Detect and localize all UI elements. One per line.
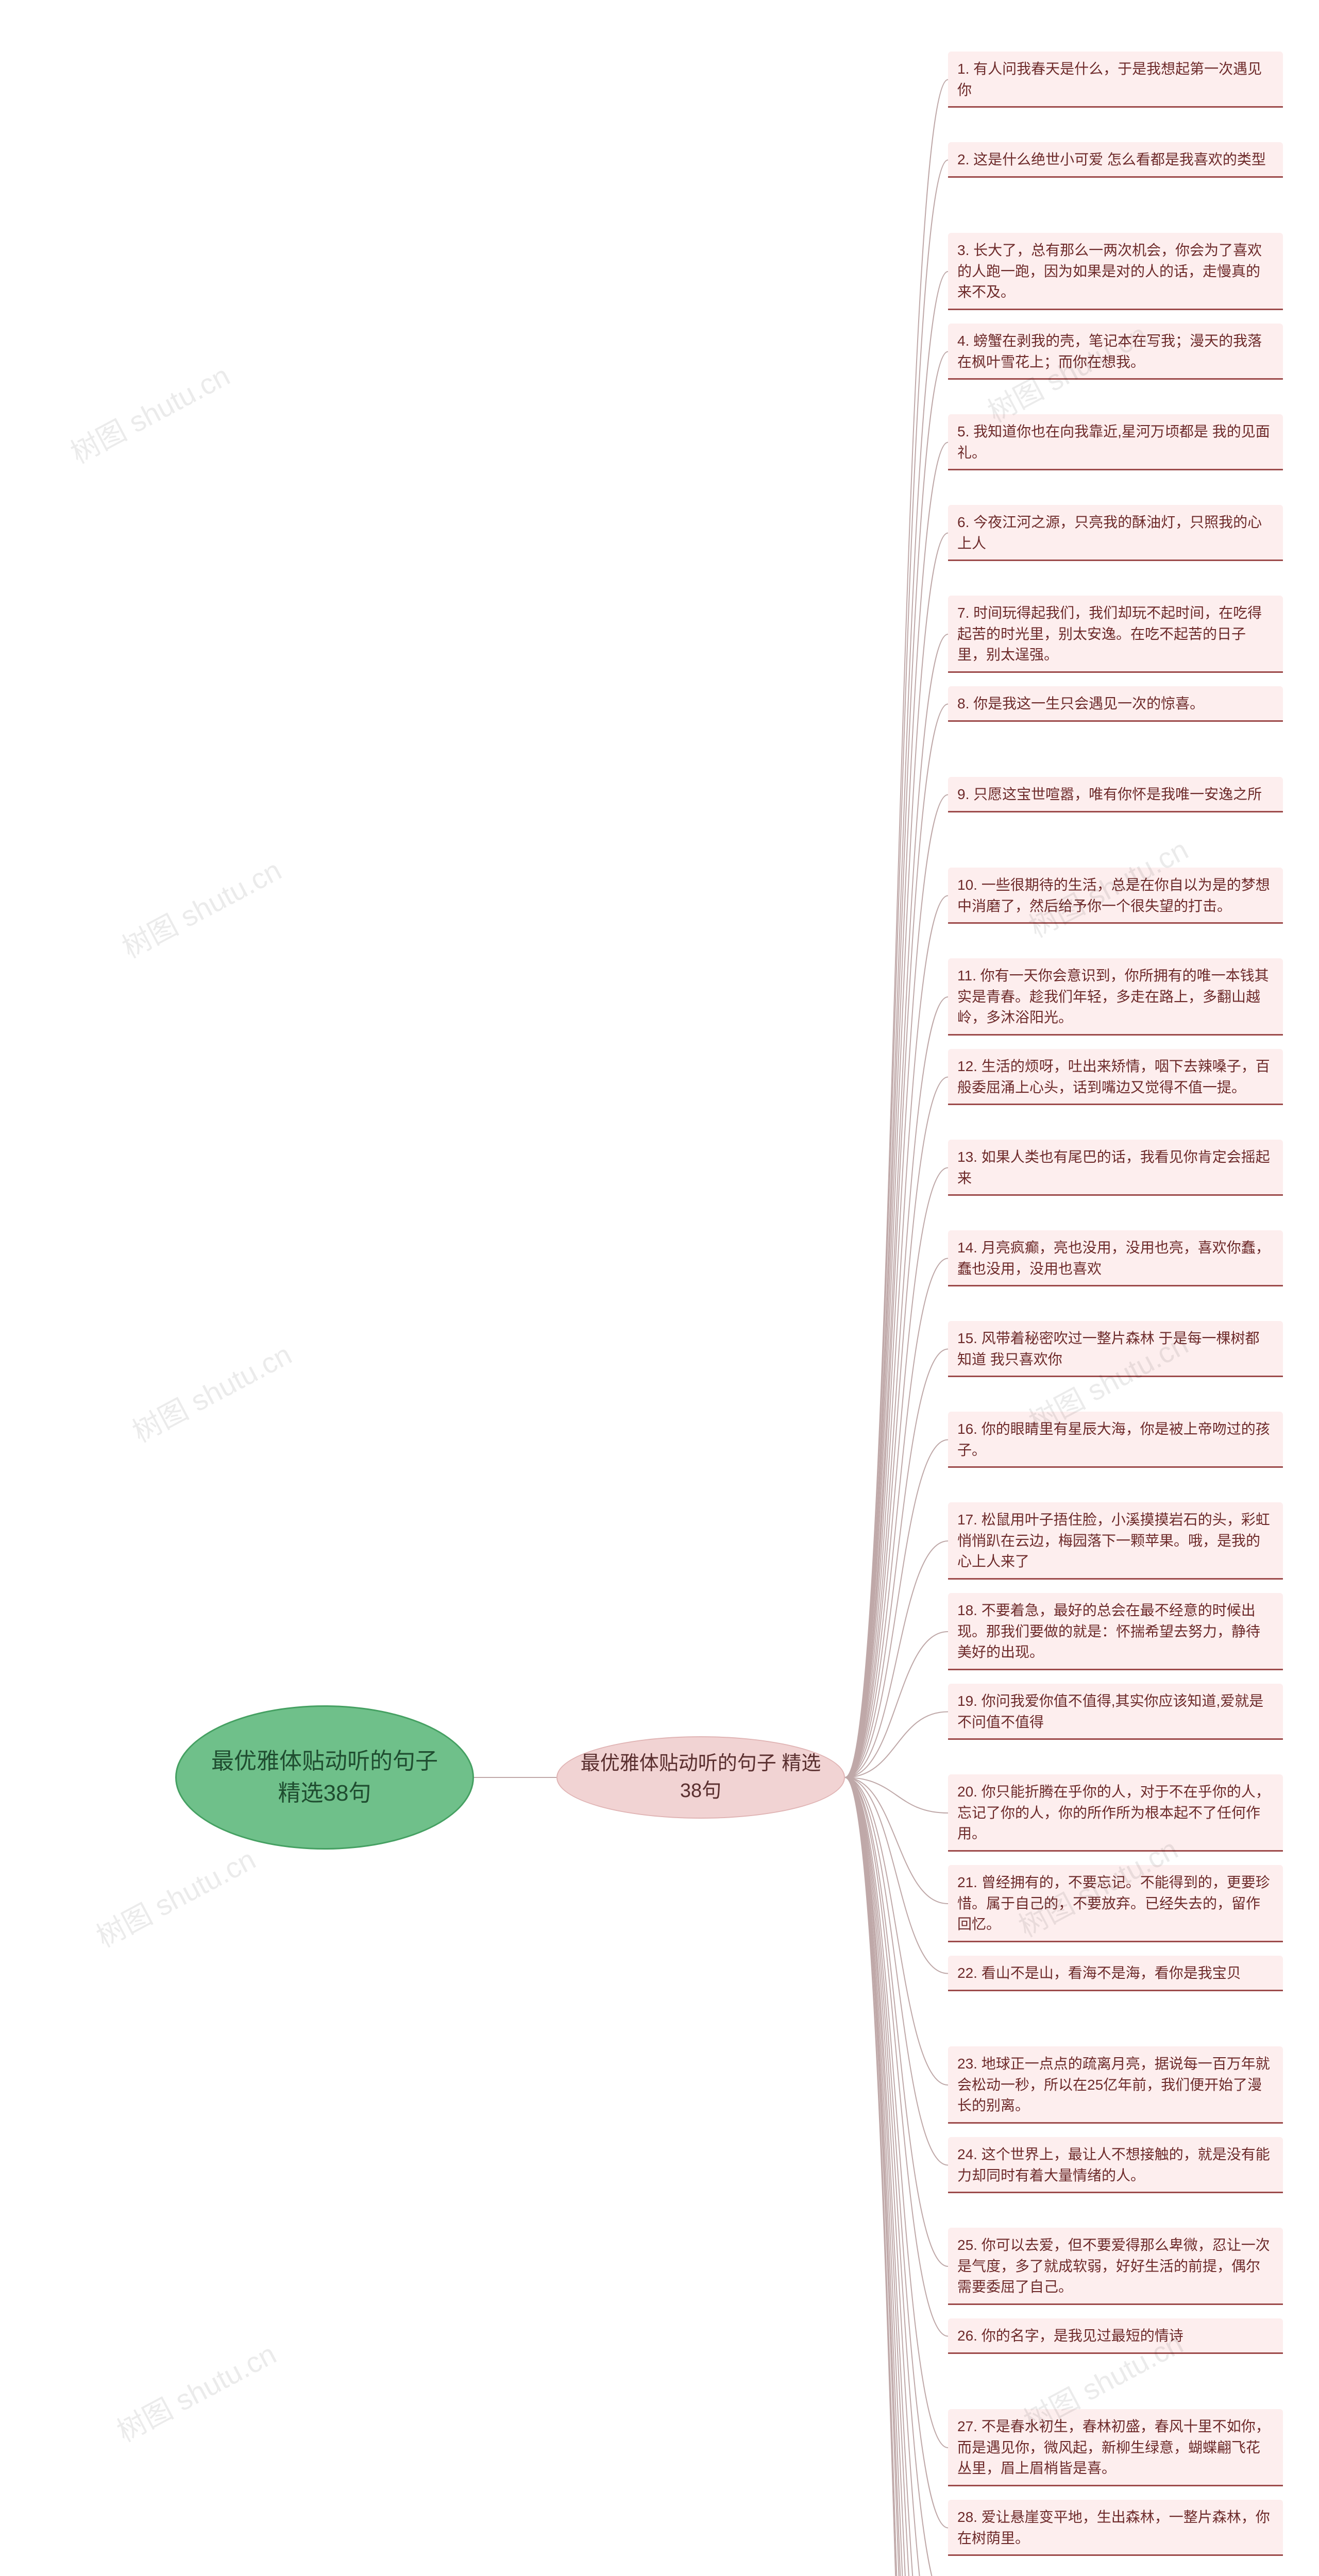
leaf-node[interactable]: 21. 曾经拥有的，不要忘记。不能得到的，更要珍惜。属于自己的，不要放弃。已经失… xyxy=(948,1865,1283,1942)
leaf-text: 28. 爱让悬崖变平地，生出森林，一整片森林，你在树荫里。 xyxy=(957,2509,1270,2546)
leaf-text: 3. 长大了，总有那么一两次机会，你会为了喜欢的人跑一跑，因为如果是对的人的话，… xyxy=(957,242,1262,300)
leaf-node[interactable]: 2. 这是什么绝世小可爱 怎么看都是我喜欢的类型 xyxy=(948,142,1283,178)
leaf-text: 17. 松鼠用叶子捂住脸，小溪摸摸岩石的头，彩虹悄悄趴在云边，梅园落下一颗苹果。… xyxy=(957,1512,1270,1569)
leaf-node[interactable]: 28. 爱让悬崖变平地，生出森林，一整片森林，你在树荫里。 xyxy=(948,2500,1283,2556)
leaf-node[interactable]: 27. 不是春水初生，春林初盛，春风十里不如你，而是遇见你，微风起，新柳生绿意，… xyxy=(948,2409,1283,2486)
leaf-node[interactable]: 1. 有人问我春天是什么，于是我想起第一次遇见你 xyxy=(948,52,1283,108)
leaf-text: 26. 你的名字，是我见过最短的情诗 xyxy=(957,2328,1183,2344)
sub-label: 最优雅体贴动听的句子 精选38句 xyxy=(578,1750,823,1805)
leaf-text: 11. 你有一天你会意识到，你所拥有的唯一本钱其实是青春。趁我们年轻，多走在路上… xyxy=(957,968,1269,1025)
leaf-node[interactable]: 9. 只愿这宝世喧嚣，唯有你怀是我唯一安逸之所 xyxy=(948,777,1283,812)
leaf-text: 2. 这是什么绝世小可爱 怎么看都是我喜欢的类型 xyxy=(957,151,1266,167)
leaf-text: 9. 只愿这宝世喧嚣，唯有你怀是我唯一安逸之所 xyxy=(957,786,1262,802)
leaf-text: 18. 不要着急，最好的总会在最不经意的时候出现。那我们要做的就是：怀揣希望去努… xyxy=(957,1602,1260,1660)
leaf-node[interactable]: 17. 松鼠用叶子捂住脸，小溪摸摸岩石的头，彩虹悄悄趴在云边，梅园落下一颗苹果。… xyxy=(948,1502,1283,1580)
leaf-node[interactable]: 26. 你的名字，是我见过最短的情诗 xyxy=(948,2318,1283,2354)
leaf-text: 6. 今夜江河之源，只亮我的酥油灯，只照我的心上人 xyxy=(957,514,1262,551)
leaf-text: 22. 看山不是山，看海不是海，看你是我宝贝 xyxy=(957,1965,1241,1981)
leaf-node[interactable]: 4. 螃蟹在剥我的壳，笔记本在写我；漫天的我落在枫叶雪花上；而你在想我。 xyxy=(948,324,1283,380)
leaf-text: 10. 一些很期待的生活，总是在你自以为是的梦想中消磨了，然后给予你一个很失望的… xyxy=(957,877,1270,914)
leaf-node[interactable]: 15. 风带着秘密吹过一整片森林 于是每一棵树都知道 我只喜欢你 xyxy=(948,1321,1283,1377)
leaf-node[interactable]: 11. 你有一天你会意识到，你所拥有的唯一本钱其实是青春。趁我们年轻，多走在路上… xyxy=(948,958,1283,1036)
leaf-text: 7. 时间玩得起我们，我们却玩不起时间，在吃得起苦的时光里，别太安逸。在吃不起苦… xyxy=(957,605,1262,663)
leaf-node[interactable]: 25. 你可以去爱，但不要爱得那么卑微，忍让一次是气度，多了就成软弱，好好生活的… xyxy=(948,2228,1283,2305)
leaf-text: 23. 地球正一点点的疏离月亮，据说每一百万年就会松动一秒，所以在25亿年前，我… xyxy=(957,2056,1270,2113)
leaf-node[interactable]: 18. 不要着急，最好的总会在最不经意的时候出现。那我们要做的就是：怀揣希望去努… xyxy=(948,1593,1283,1670)
leaf-text: 16. 你的眼睛里有星辰大海，你是被上帝吻过的孩子。 xyxy=(957,1421,1270,1458)
leaf-text: 12. 生活的烦呀，吐出来矫情，咽下去辣嗓子，百般委屈涌上心头，话到嘴边又觉得不… xyxy=(957,1058,1270,1095)
leaf-text: 25. 你可以去爱，但不要爱得那么卑微，忍让一次是气度，多了就成软弱，好好生活的… xyxy=(957,2237,1270,2295)
leaf-text: 21. 曾经拥有的，不要忘记。不能得到的，更要珍惜。属于自己的，不要放弃。已经失… xyxy=(957,1874,1270,1932)
leaf-text: 15. 风带着秘密吹过一整片森林 于是每一棵树都知道 我只喜欢你 xyxy=(957,1330,1260,1367)
root-node[interactable]: 最优雅体贴动听的句子精选38句 xyxy=(175,1705,474,1850)
leaf-node[interactable]: 7. 时间玩得起我们，我们却玩不起时间，在吃得起苦的时光里，别太安逸。在吃不起苦… xyxy=(948,596,1283,673)
leaf-node[interactable]: 13. 如果人类也有尾巴的话，我看见你肯定会摇起来 xyxy=(948,1140,1283,1196)
leaf-text: 24. 这个世界上，最让人不想接触的，就是没有能力却同时有着大量情绪的人。 xyxy=(957,2146,1270,2183)
leaf-text: 8. 你是我这一生只会遇见一次的惊喜。 xyxy=(957,696,1204,711)
leaf-node[interactable]: 16. 你的眼睛里有星辰大海，你是被上帝吻过的孩子。 xyxy=(948,1412,1283,1468)
leaf-text: 20. 你只能折腾在乎你的人，对于不在乎你的人，忘记了你的人，你的所作所为根本起… xyxy=(957,1784,1270,1841)
leaf-node[interactable]: 10. 一些很期待的生活，总是在你自以为是的梦想中消磨了，然后给予你一个很失望的… xyxy=(948,868,1283,924)
watermark-text: 树图 shutu.cn xyxy=(62,353,236,472)
leaf-node[interactable]: 20. 你只能折腾在乎你的人，对于不在乎你的人，忘记了你的人，你的所作所为根本起… xyxy=(948,1774,1283,1852)
leaf-text: 27. 不是春水初生，春林初盛，春风十里不如你，而是遇见你，微风起，新柳生绿意，… xyxy=(957,2418,1270,2476)
root-label: 最优雅体贴动听的句子精选38句 xyxy=(208,1745,442,1809)
leaf-node[interactable]: 24. 这个世界上，最让人不想接触的，就是没有能力却同时有着大量情绪的人。 xyxy=(948,2137,1283,2193)
watermark-text: 树图 shutu.cn xyxy=(114,848,288,967)
watermark-text: 树图 shutu.cn xyxy=(124,1332,298,1451)
leaf-node[interactable]: 5. 我知道你也在向我靠近,星河万顷都是 我的见面礼。 xyxy=(948,414,1283,470)
leaf-node[interactable]: 6. 今夜江河之源，只亮我的酥油灯，只照我的心上人 xyxy=(948,505,1283,561)
leaf-text: 14. 月亮疯癫，亮也没用，没用也亮，喜欢你蠢，蠢也没用，没用也喜欢 xyxy=(957,1240,1270,1277)
leaf-node[interactable]: 8. 你是我这一生只会遇见一次的惊喜。 xyxy=(948,686,1283,722)
watermark-text: 树图 shutu.cn xyxy=(88,1837,262,1956)
sub-node[interactable]: 最优雅体贴动听的句子 精选38句 xyxy=(556,1736,845,1819)
leaf-text: 4. 螃蟹在剥我的壳，笔记本在写我；漫天的我落在枫叶雪花上；而你在想我。 xyxy=(957,333,1262,370)
leaf-text: 19. 你问我爱你值不值得,其实你应该知道,爱就是不问值不值得 xyxy=(957,1693,1263,1730)
leaf-text: 5. 我知道你也在向我靠近,星河万顷都是 我的见面礼。 xyxy=(957,423,1270,461)
leaf-node[interactable]: 12. 生活的烦呀，吐出来矫情，咽下去辣嗓子，百般委屈涌上心头，话到嘴边又觉得不… xyxy=(948,1049,1283,1105)
leaf-text: 13. 如果人类也有尾巴的话，我看见你肯定会摇起来 xyxy=(957,1149,1270,1186)
leaf-node[interactable]: 19. 你问我爱你值不值得,其实你应该知道,爱就是不问值不值得 xyxy=(948,1684,1283,1740)
leaf-node[interactable]: 3. 长大了，总有那么一两次机会，你会为了喜欢的人跑一跑，因为如果是对的人的话，… xyxy=(948,233,1283,310)
leaf-node[interactable]: 23. 地球正一点点的疏离月亮，据说每一百万年就会松动一秒，所以在25亿年前，我… xyxy=(948,2046,1283,2124)
mindmap-canvas: 最优雅体贴动听的句子精选38句 最优雅体贴动听的句子 精选38句 1. 有人问我… xyxy=(0,0,1319,2576)
watermark-text: 树图 shutu.cn xyxy=(109,2331,283,2450)
leaf-text: 1. 有人问我春天是什么，于是我想起第一次遇见你 xyxy=(957,61,1262,98)
leaf-node[interactable]: 14. 月亮疯癫，亮也没用，没用也亮，喜欢你蠢，蠢也没用，没用也喜欢 xyxy=(948,1230,1283,1286)
leaf-node[interactable]: 22. 看山不是山，看海不是海，看你是我宝贝 xyxy=(948,1956,1283,1991)
